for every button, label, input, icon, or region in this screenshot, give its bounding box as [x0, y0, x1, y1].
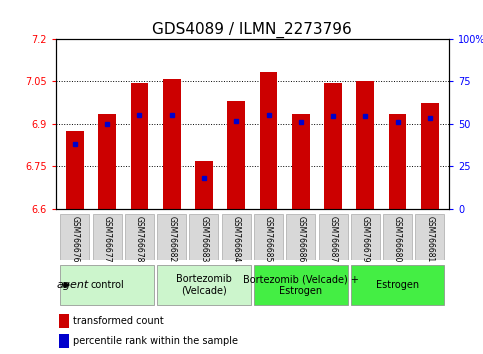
Bar [59, 334, 70, 348]
Bar [351, 264, 444, 306]
Text: GSM766684: GSM766684 [232, 216, 241, 262]
Text: percentile rank within the sample: percentile rank within the sample [73, 336, 238, 346]
Bar [318, 214, 348, 260]
Text: GSM766679: GSM766679 [361, 216, 370, 263]
Text: Estrogen: Estrogen [376, 280, 419, 290]
Bar [59, 314, 70, 328]
Text: Bortezomib
(Velcade): Bortezomib (Velcade) [176, 274, 232, 296]
Bar [383, 214, 412, 260]
Bar [260, 72, 277, 209]
Bar [189, 214, 218, 260]
Text: transformed count: transformed count [73, 316, 164, 326]
Bar [163, 79, 181, 209]
Bar [60, 214, 89, 260]
Bar [421, 103, 439, 209]
Bar [222, 214, 251, 260]
Bar [324, 83, 342, 209]
Text: GSM766678: GSM766678 [135, 216, 144, 262]
Text: GSM766680: GSM766680 [393, 216, 402, 262]
Bar [125, 214, 154, 260]
Bar [99, 114, 116, 209]
Bar [157, 264, 251, 306]
Text: GSM766683: GSM766683 [199, 216, 209, 262]
Bar [356, 81, 374, 209]
Text: GSM766687: GSM766687 [328, 216, 338, 262]
Bar [254, 264, 348, 306]
Bar [66, 131, 84, 209]
Bar [130, 83, 148, 209]
Text: GSM766686: GSM766686 [296, 216, 305, 262]
Text: GSM766681: GSM766681 [426, 216, 434, 262]
Bar [195, 161, 213, 209]
Bar [286, 214, 315, 260]
Text: GSM766685: GSM766685 [264, 216, 273, 262]
Text: GSM766682: GSM766682 [167, 216, 176, 262]
Text: Bortezomib (Velcade) +
Estrogen: Bortezomib (Velcade) + Estrogen [243, 274, 359, 296]
Text: control: control [90, 280, 124, 290]
Title: GDS4089 / ILMN_2273796: GDS4089 / ILMN_2273796 [153, 21, 352, 38]
Bar [254, 214, 283, 260]
Bar [60, 264, 154, 306]
Bar [292, 114, 310, 209]
Bar [157, 214, 186, 260]
Bar [389, 114, 406, 209]
Bar [93, 214, 122, 260]
Bar [227, 101, 245, 209]
Text: GSM766677: GSM766677 [103, 216, 112, 263]
Text: GSM766676: GSM766676 [71, 216, 79, 263]
Bar [351, 214, 380, 260]
Text: agent: agent [56, 280, 88, 290]
Bar [415, 214, 444, 260]
